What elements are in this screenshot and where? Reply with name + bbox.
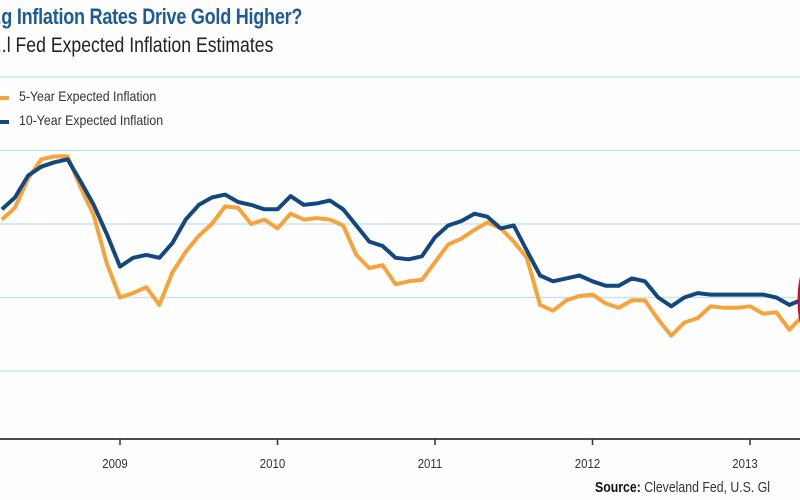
x-tick-label: 2011 (418, 456, 443, 471)
source-text: Cleveland Fed, U.S. Gl (640, 479, 771, 496)
legend-swatch-5yr (0, 96, 9, 100)
chart-subtitle: ...l Fed Expected Inflation Estimates (0, 34, 274, 57)
source-label: Source: (595, 479, 641, 496)
x-tick-label: 2010 (260, 456, 286, 471)
x-tick-label: 2009 (102, 456, 128, 471)
legend-swatch-10yr (0, 120, 9, 124)
source-note: Source: Cleveland Fed, U.S. Gl (595, 479, 770, 496)
chart-title: ...g Inflation Rates Drive Gold Higher? (0, 4, 303, 29)
series-lines (0, 154, 800, 338)
legend-label-10yr: 10-Year Expected Inflation (19, 112, 164, 128)
x-axis: 2009 2010 2011 2012 2013 (0, 438, 800, 471)
x-tick-label: 2012 (575, 456, 601, 471)
series-line-10yr (0, 157, 800, 309)
x-tick-label: 2013 (732, 456, 758, 471)
series-line-5yr (0, 154, 800, 338)
legend-label-5yr: 5-Year Expected Inflation (19, 88, 157, 104)
gridlines (0, 76, 800, 372)
